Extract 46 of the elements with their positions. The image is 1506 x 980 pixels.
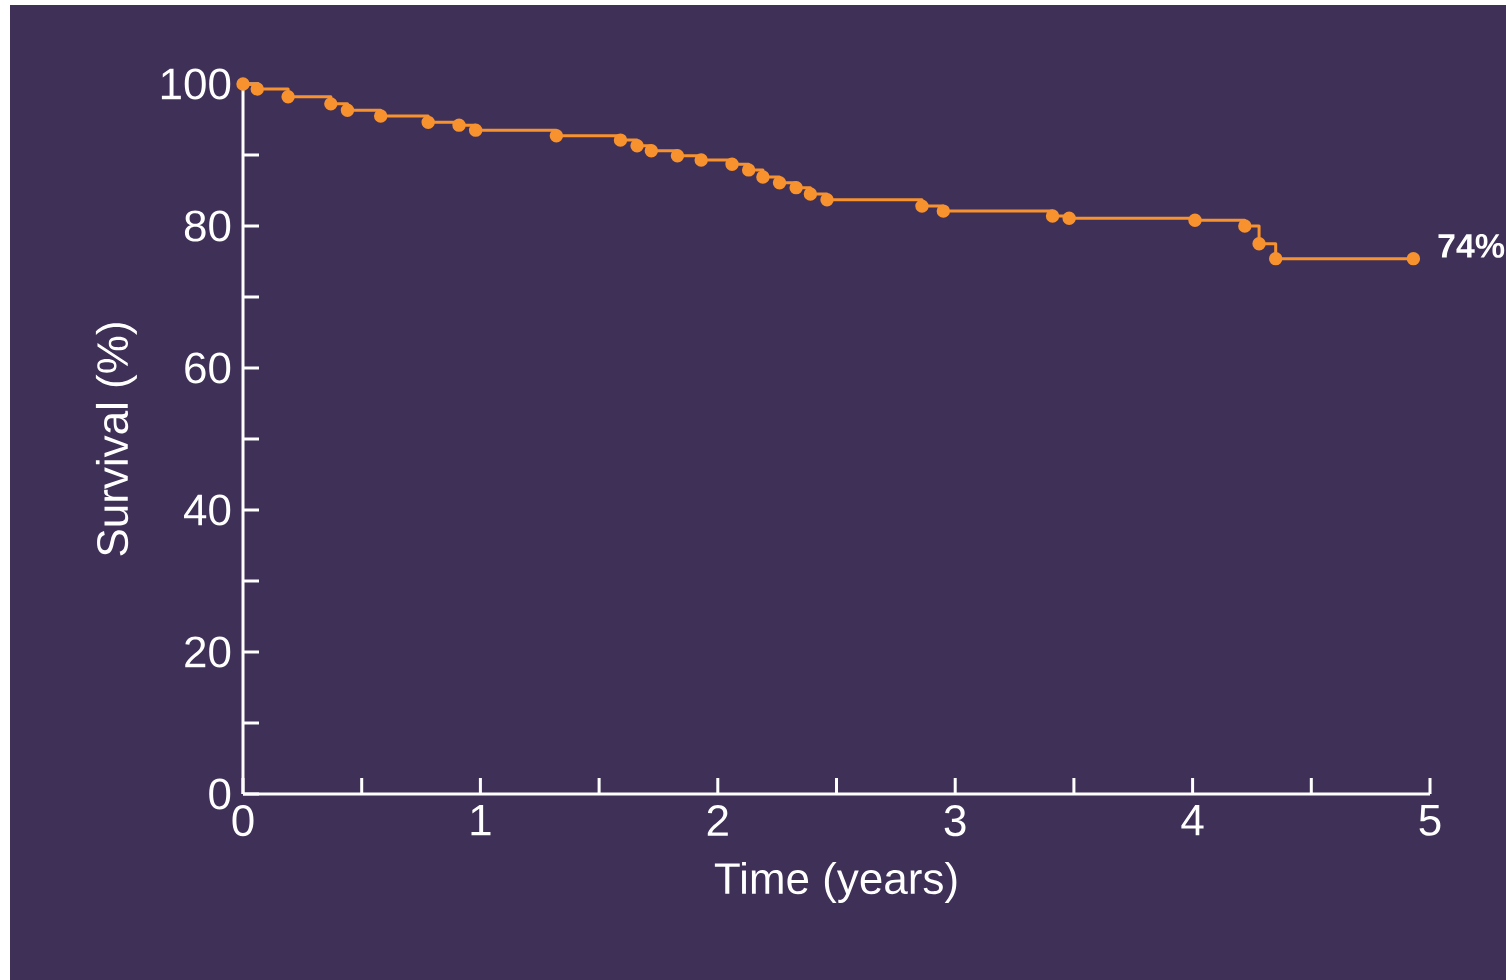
point (1188, 213, 1202, 228)
y-tick-label: 80 (184, 210, 231, 242)
point (789, 180, 803, 195)
x-tick-label: 5 (1419, 805, 1441, 836)
point (236, 77, 250, 91)
point (670, 149, 685, 163)
point (373, 109, 388, 123)
point (549, 129, 564, 143)
point (1252, 237, 1266, 251)
text: 74% (1438, 233, 1505, 258)
point (452, 118, 466, 132)
x-tick-label: 3 (944, 805, 966, 837)
point (725, 157, 739, 171)
point (250, 82, 264, 96)
y-tick-label: 40 (184, 494, 231, 526)
point (741, 163, 756, 177)
y-axis-title: Survival (%) (95, 323, 137, 556)
point (1062, 211, 1076, 225)
point (756, 170, 770, 184)
point (613, 133, 628, 147)
point (694, 153, 708, 167)
point (1268, 251, 1283, 266)
point (936, 204, 951, 218)
point (324, 97, 338, 111)
point (820, 193, 834, 207)
point (468, 123, 483, 137)
point (630, 139, 644, 153)
x-tick-label: 0 (232, 805, 254, 837)
point (421, 115, 435, 130)
y-tick-label: 100 (161, 68, 231, 100)
point (915, 199, 929, 213)
x-tick-label: 1 (471, 805, 491, 836)
point (1238, 219, 1252, 233)
point (644, 144, 659, 158)
y-tick-label: 20 (185, 636, 231, 668)
y-tick-label: 60 (185, 352, 231, 384)
y-tick-label: 0 (209, 778, 231, 810)
point (1045, 209, 1060, 223)
point (772, 175, 787, 190)
point (340, 103, 355, 117)
x-tick-label: 4 (1181, 805, 1204, 836)
x-axis-title: Time (years) (714, 861, 957, 903)
point (803, 187, 818, 201)
x-tick-label: 2 (707, 805, 728, 836)
point (281, 90, 295, 104)
point (1406, 251, 1421, 266)
